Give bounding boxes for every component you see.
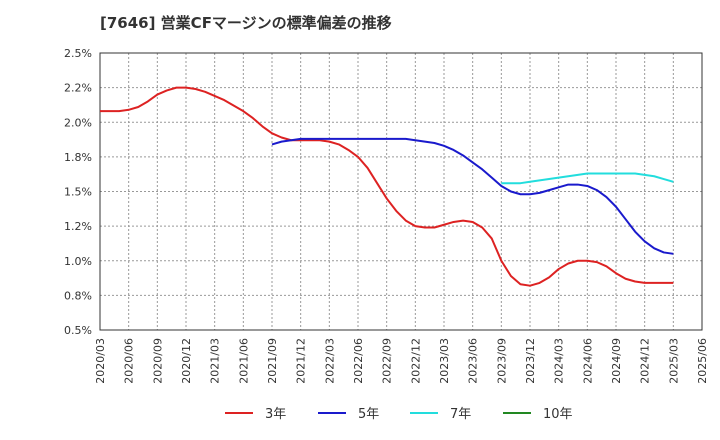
x-tick-label: 2021/09 <box>266 338 279 384</box>
x-tick-label: 2024/03 <box>553 338 566 384</box>
y-tick-label: 1.5% <box>64 186 92 199</box>
x-tick-label: 2022/03 <box>323 338 336 384</box>
x-tick-label: 2023/06 <box>467 338 480 384</box>
x-tick-label: 2022/06 <box>352 338 365 384</box>
plot-frame <box>99 52 703 331</box>
chart-title: [7646] 営業CFマージンの標準偏差の推移 <box>100 14 392 32</box>
y-tick-label: 2.2% <box>64 82 92 95</box>
legend-label: 3年 <box>265 407 286 422</box>
y-tick-label: 1.0% <box>64 255 92 268</box>
x-tick-label: 2022/12 <box>409 338 422 384</box>
x-tick-label: 2025/06 <box>696 338 709 384</box>
x-tick-label: 2023/03 <box>438 338 451 384</box>
y-tick-label: 2.5% <box>64 47 92 60</box>
x-tick-label: 2025/03 <box>667 338 680 384</box>
x-tick-label: 2021/06 <box>237 338 250 384</box>
series-line-5年 <box>271 137 674 255</box>
legend-label: 5年 <box>358 407 379 422</box>
legend: 3年 5年 7年 10年 <box>225 407 573 422</box>
x-tick-label: 2023/09 <box>495 338 508 384</box>
x-tick-label: 2023/12 <box>524 338 537 384</box>
series-line-7年 <box>501 172 674 185</box>
x-tick-label: 2021/03 <box>209 338 222 384</box>
x-tick-label: 2024/09 <box>610 338 623 384</box>
series-line-3年 <box>100 86 674 287</box>
y-tick-label: 0.5% <box>64 324 92 337</box>
legend-label: 7年 <box>450 407 471 422</box>
axis-labels: 0.5% 0.8% 1.0% 1.2% 1.5% 1.8% 2.0% 2.2% 2.5% 2020… <box>64 47 709 384</box>
y-tick-label: 0.8% <box>64 289 92 302</box>
grid-lines <box>99 52 703 331</box>
series-lines <box>100 86 674 287</box>
x-tick-label: 2024/12 <box>639 338 652 384</box>
y-tick-label: 1.2% <box>64 220 92 233</box>
x-tick-label: 2021/12 <box>295 338 308 384</box>
x-tick-label: 2020/06 <box>123 338 136 384</box>
y-tick-label: 1.8% <box>64 151 92 164</box>
x-tick-label: 2020/03 <box>94 338 107 384</box>
x-tick-label: 2022/09 <box>381 338 394 384</box>
x-tick-label: 2024/06 <box>581 338 594 384</box>
y-tick-label: 2.0% <box>64 116 92 129</box>
legend-label: 10年 <box>543 407 573 422</box>
x-tick-label: 2020/12 <box>180 338 193 384</box>
x-tick-label: 2020/09 <box>151 338 164 384</box>
